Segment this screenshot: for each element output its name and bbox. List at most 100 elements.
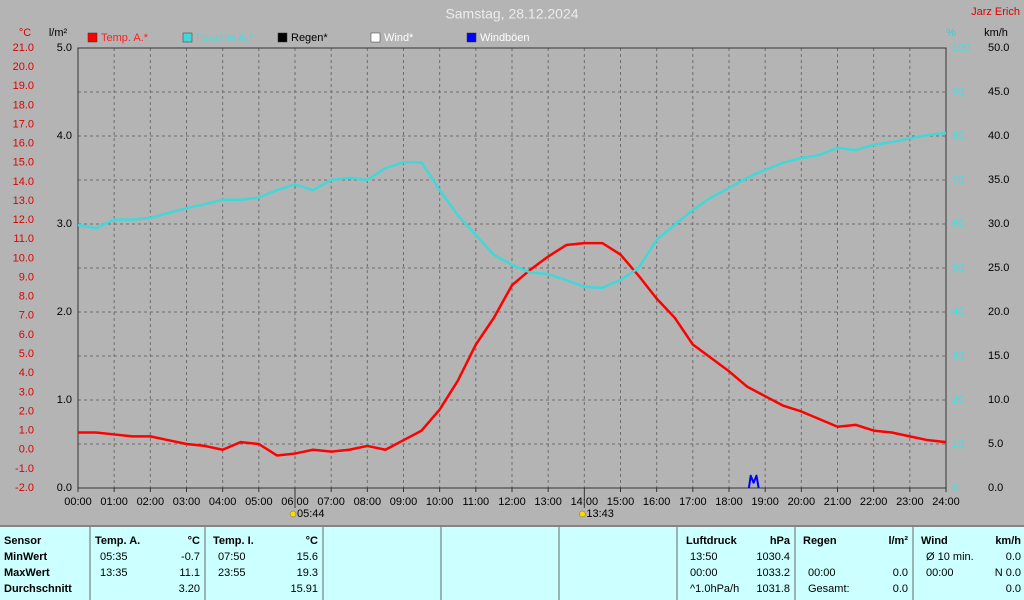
table-cell: 00:00 [690,567,718,579]
x-tick-label: 22:00 [860,496,888,508]
y-tick-label: 60 [952,218,964,230]
chart-title: Samstag, 28.12.2024 [445,6,578,22]
x-tick-label: 11:00 [462,496,489,508]
y-tick-label: 19.0 [13,80,34,92]
table-header: km/h [995,535,1021,547]
y-tick-label: 10.0 [988,394,1009,406]
y-tick-label: 4.0 [19,367,34,379]
y-tick-label: -2.0 [15,482,34,494]
table-header: °C [306,535,318,547]
y-tick-label: 20.0 [988,306,1009,318]
y-tick-label: 4.0 [57,130,72,142]
author: Jarz Erich [971,6,1020,18]
x-tick-label: 02:00 [137,496,165,508]
series-line [747,474,760,489]
series-line [78,241,947,457]
sun-icon [579,510,586,518]
y-tick-label: 8.0 [19,291,34,303]
y-tick-label: 100 [952,42,970,54]
y-tick-label: 0.0 [57,482,72,494]
table-header: Luftdruck [686,535,738,547]
table-cell: 00:00 [808,567,836,579]
y-tick-label: 0.0 [988,482,1003,494]
y-tick-label: 16.0 [13,138,34,150]
y-tick-label: 70 [952,174,964,186]
x-tick-label: 24:00 [932,496,960,508]
y-tick-label: 3.0 [19,386,34,398]
legend-swatch [182,32,193,43]
sun-icon [289,510,297,518]
y-tick-label: 13.0 [13,195,34,207]
y-tick-label: 15.0 [13,157,34,169]
table-header: °C [188,535,200,547]
x-tick-label: 19:00 [751,496,779,508]
table-header: Regen [803,535,837,547]
table-background [0,527,1024,600]
y-tick-label: 2.0 [19,405,34,417]
y-tick-label: 90 [952,86,964,98]
table-cell: 13:50 [690,551,718,563]
table-cell: 0.0 [1006,583,1021,595]
y-tick-label: 40.0 [988,130,1009,142]
table-cell: 00:00 [926,567,954,579]
table-header: hPa [770,535,791,547]
table-cell: N 0.0 [995,567,1021,579]
table-cell: 15.6 [297,551,318,563]
row-label: MaxWert [4,567,50,579]
y-tick-label: 9.0 [19,271,34,283]
x-tick-label: 07:00 [317,496,345,508]
x-tick-label: 16:00 [643,496,671,508]
table-cell: Ø 10 min. [926,551,974,563]
y-tick-label: 3.0 [57,218,72,230]
legend-swatch [87,32,98,43]
row-label: Durchschnitt [4,583,72,595]
y-tick-label: 30.0 [988,218,1009,230]
x-tick-label: 04:00 [209,496,237,508]
x-tick-label: 03:00 [173,496,201,508]
x-tick-label: 15:00 [607,496,635,508]
series-line [77,131,947,290]
y-tick-label: 2.0 [57,306,72,318]
y-tick-label: 17.0 [13,118,34,130]
x-tick-label: 00:00 [64,496,92,508]
annotation-label: 05:44 [297,508,325,520]
row-label: MinWert [4,551,48,563]
x-tick-label: 12:00 [498,496,526,508]
y-tick-label: 0.0 [19,444,34,456]
y-tick-label: 21.0 [13,42,34,54]
table-cell: 1030.4 [756,551,790,563]
y-tick-label: 1.0 [57,394,72,406]
table-cell: 3.20 [179,583,200,595]
axis-unit: °C [19,27,31,39]
x-tick-label: 10:00 [426,496,454,508]
x-tick-label: 09:00 [390,496,418,508]
y-tick-label: 25.0 [988,262,1009,274]
x-tick-label: 08:00 [354,496,382,508]
table-cell: 0.0 [893,583,908,595]
y-tick-label: 10 [952,438,964,450]
x-tick-label: 05:00 [245,496,273,508]
y-tick-label: 12.0 [13,214,34,226]
annotation-label: 13:43 [586,508,614,520]
x-tick-label: 18:00 [715,496,743,508]
table-cell: 23:55 [218,567,246,579]
y-tick-label: 35.0 [988,174,1009,186]
x-tick-label: 17:00 [679,496,707,508]
table-header: Sensor [4,535,42,547]
table-header: Temp. A. [95,535,140,547]
table-cell: 15.91 [290,583,318,595]
y-tick-label: 11.0 [13,233,34,245]
y-tick-label: 7.0 [19,310,34,322]
y-tick-label: 45.0 [988,86,1009,98]
y-tick-label: 30 [952,350,964,362]
table-cell: Gesamt: [808,583,850,595]
y-tick-label: 40 [952,306,964,318]
y-tick-label: 5.0 [19,348,34,360]
y-tick-label: 20.0 [13,61,34,73]
x-tick-label: 01:00 [100,496,128,508]
x-tick-label: 21:00 [824,496,852,508]
axis-unit: l/m² [49,27,68,39]
legend-swatch [466,32,477,43]
legend-label: Wind* [384,32,414,44]
